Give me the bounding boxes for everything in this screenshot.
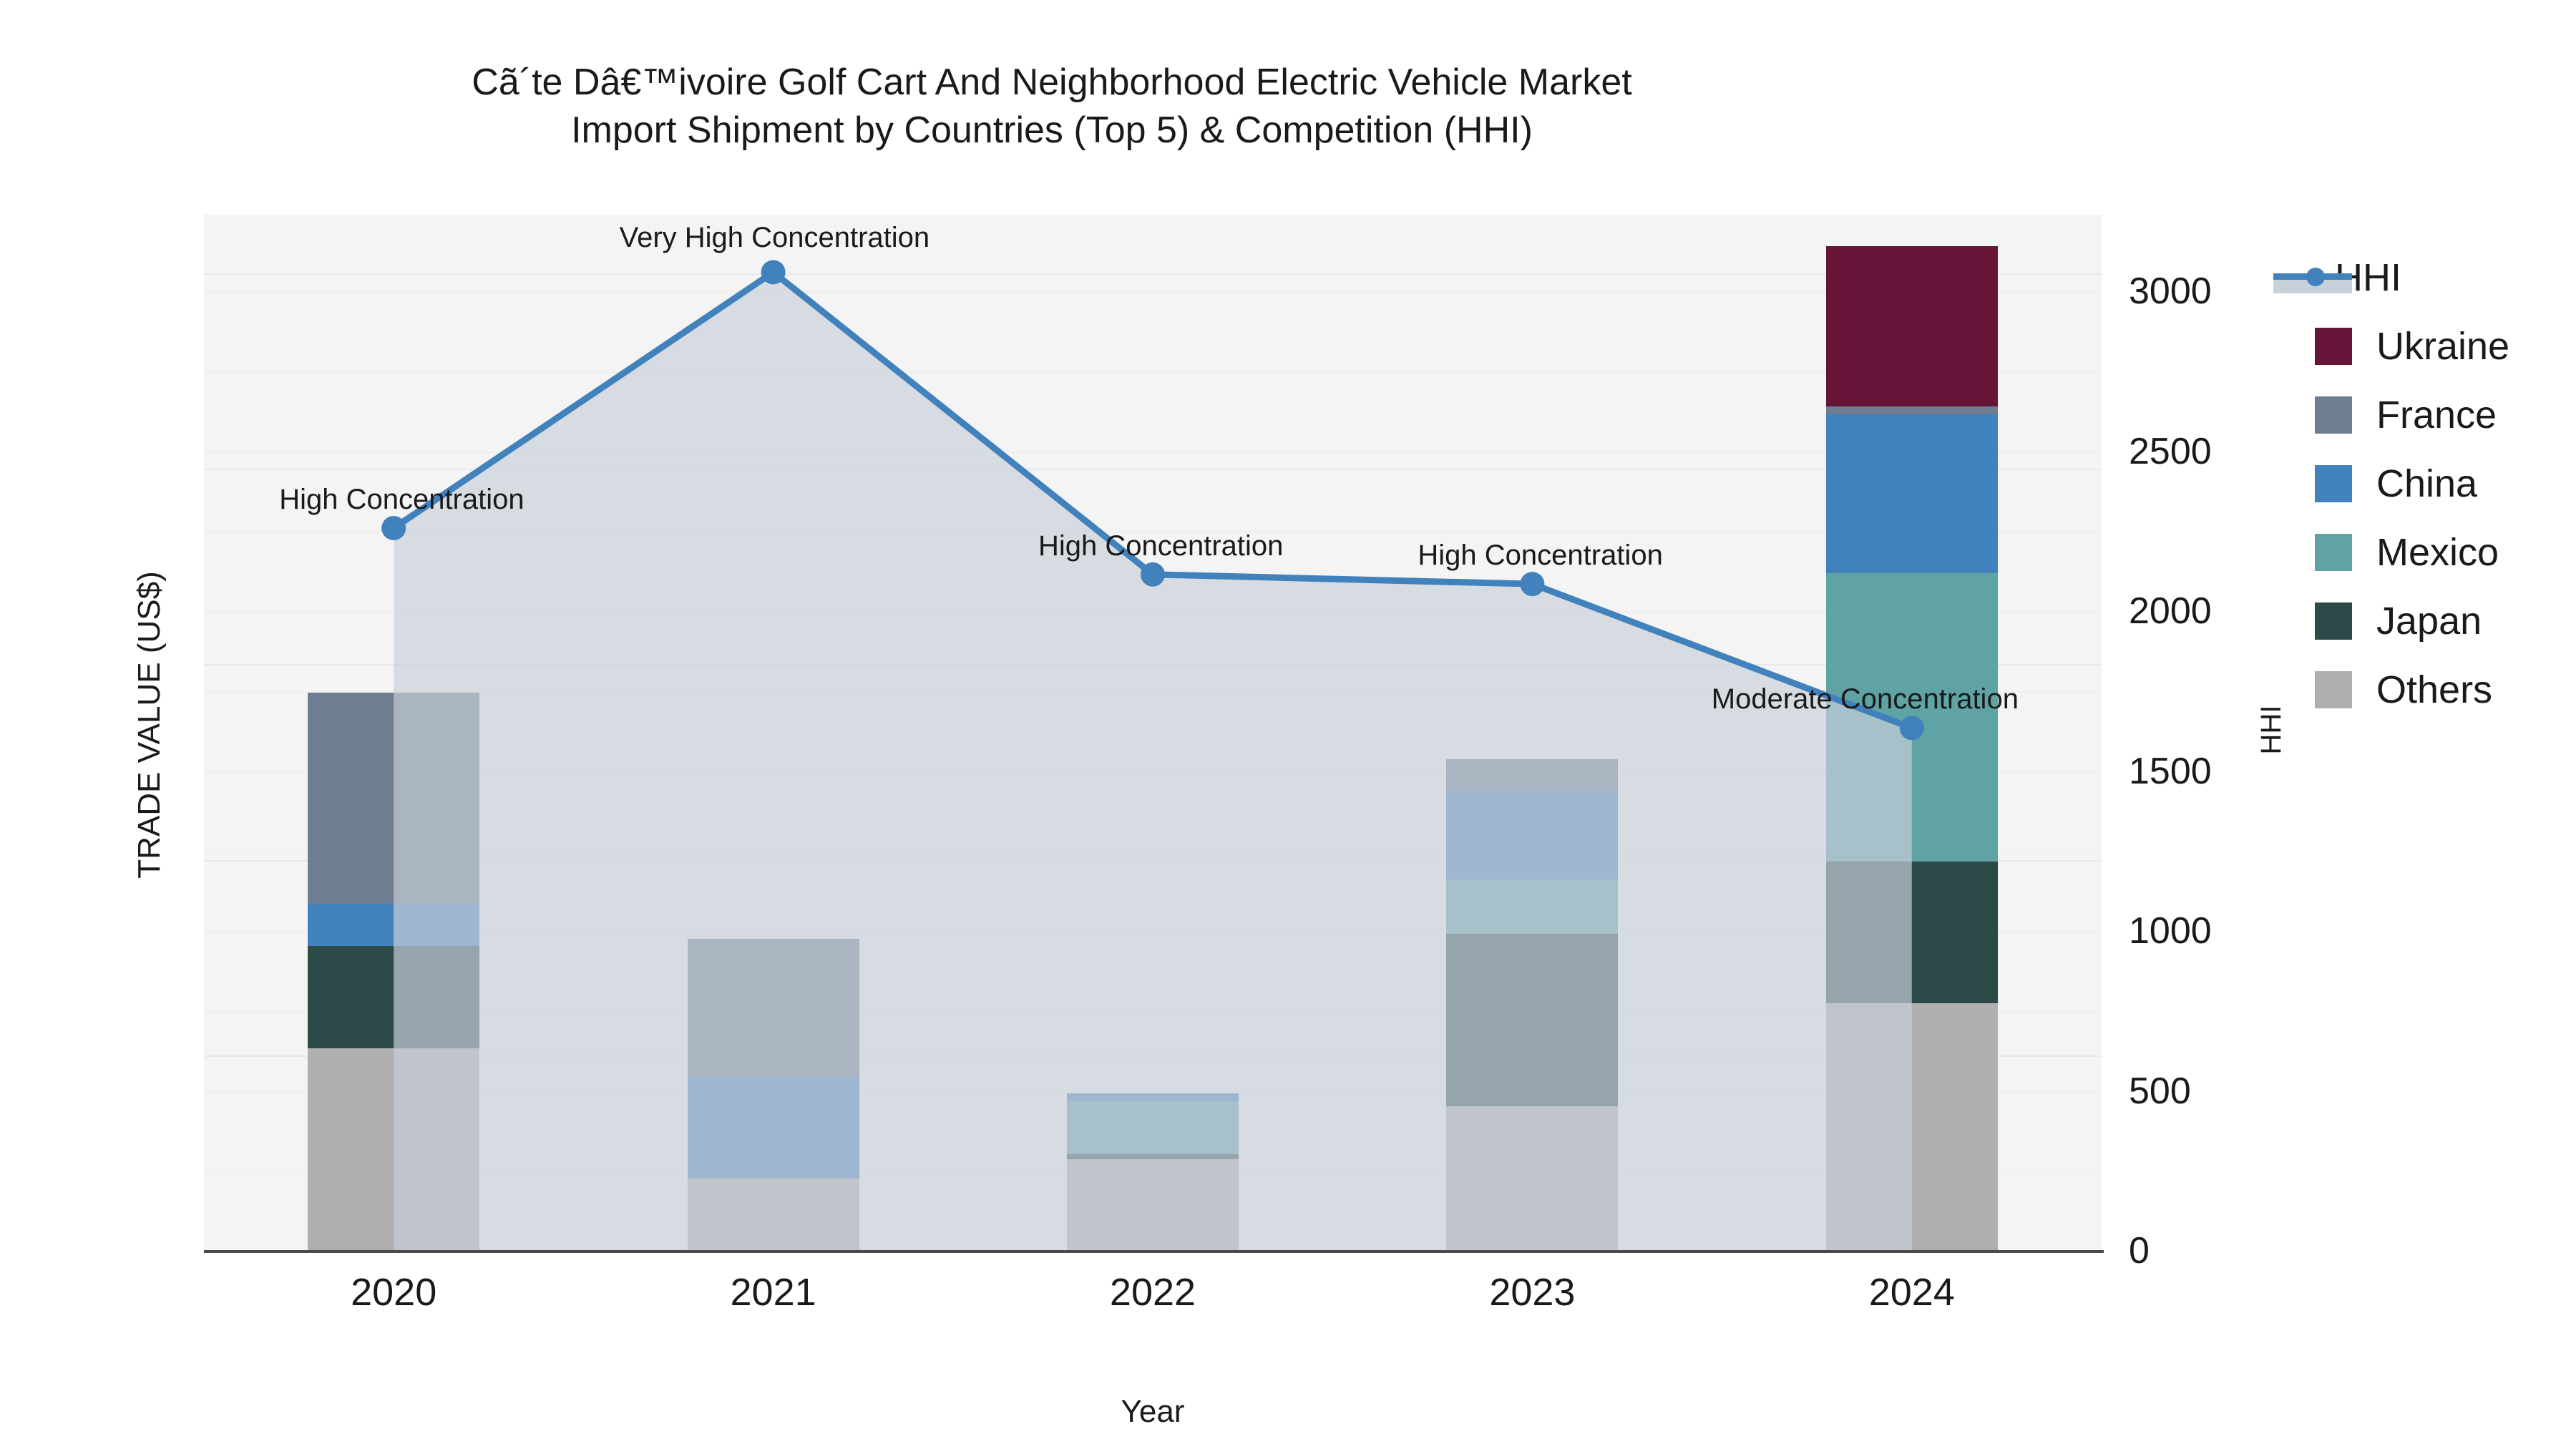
bar-segment-japan-2022: [1067, 1153, 1239, 1159]
hhi-annotation-2024: Moderate Concentration: [1711, 683, 2019, 716]
bar-segment-china-2022: [1067, 1093, 1239, 1101]
x-axis-tick-2020: 2020: [351, 1271, 437, 1314]
legend-line-icon: [2273, 259, 2352, 296]
bar-segment-japan-2024: [1825, 862, 1998, 1004]
x-axis-tick-2024: 2024: [1868, 1271, 1955, 1314]
legend-swatch-mexico: [2315, 534, 2352, 571]
legend: HHI Ukraine France China Mexico Japan Others: [2273, 243, 2572, 724]
y-axis-right-tick-1: 500: [2129, 1070, 2191, 1112]
chart-title: Cã´te Dâ€™ivoire Golf Cart And Neighborh…: [0, 59, 2104, 154]
gridline-left-3: [204, 664, 2102, 666]
bar-segment-france-2023: [1446, 758, 1619, 791]
bar-segment-china-2020: [308, 904, 480, 946]
legend-item-others[interactable]: Others: [2315, 655, 2572, 724]
y-axis-left-label: TRADE VALUE (US$): [131, 570, 167, 879]
bar-segment-others-2022: [1067, 1158, 1239, 1251]
bar-segment-ukraine-2024: [1825, 245, 1998, 406]
x-axis-label: Year: [1121, 1394, 1185, 1429]
bar-segment-china-2021: [687, 1076, 859, 1179]
bar-segment-mexico-2022: [1067, 1101, 1239, 1154]
y-axis-right-tick-0: 0: [2129, 1230, 2150, 1272]
gridline-left-1: [204, 1055, 2102, 1057]
gridline-right-1000: [204, 931, 2102, 933]
legend-label-china: China: [2376, 462, 2478, 505]
bar-segment-others-2020: [308, 1048, 480, 1251]
y-axis-right-tick-6: 3000: [2129, 270, 2212, 313]
hhi-annotation-2022: High Concentration: [1038, 530, 1284, 562]
legend-label-others: Others: [2376, 668, 2493, 711]
bar-segment-mexico-2024: [1825, 573, 1998, 862]
bar-segment-france-2024: [1825, 406, 1998, 414]
gridline-right-1250: [204, 851, 2102, 853]
legend-label-france: France: [2376, 394, 2497, 436]
bar-segment-france-2021: [687, 939, 859, 1077]
legend-label-ukraine: Ukraine: [2376, 325, 2510, 368]
legend-swatch-japan: [2315, 602, 2352, 640]
x-axis-tick-2022: 2022: [1109, 1271, 1196, 1314]
gridline-right-1500: [204, 771, 2102, 773]
legend-label-japan: Japan: [2376, 600, 2482, 643]
gridline-right-750: [204, 1010, 2102, 1013]
gridline-left-2: [204, 859, 2102, 862]
hhi-annotation-2021: Very High Concentration: [619, 222, 930, 254]
bar-segment-china-2023: [1446, 791, 1619, 879]
y-axis-right-tick-2: 1000: [2129, 910, 2212, 952]
bar-segment-others-2023: [1446, 1106, 1619, 1251]
bar-segment-others-2021: [687, 1178, 859, 1251]
gridline-left-4: [204, 469, 2102, 471]
legend-label-mexico: Mexico: [2376, 531, 2499, 574]
y-axis-right-label: HHI: [2255, 705, 2287, 755]
legend-swatch-china: [2315, 465, 2352, 502]
x-axis-tick-2021: 2021: [730, 1271, 816, 1314]
gridline-right-500: [204, 1091, 2102, 1093]
gridline-right-2500: [204, 451, 2102, 453]
legend-item-france[interactable]: France: [2315, 381, 2572, 449]
hhi-annotation-2023: High Concentration: [1418, 540, 1663, 572]
bar-segment-france-2020: [308, 692, 480, 904]
y-axis-right-tick-3: 1500: [2129, 750, 2212, 792]
x-axis-baseline: [204, 1250, 2104, 1253]
bar-segment-japan-2020: [308, 945, 480, 1049]
legend-item-mexico[interactable]: Mexico: [2315, 518, 2572, 587]
bar-segment-china-2024: [1825, 414, 1998, 574]
gridline-left-5: [204, 273, 2102, 275]
chart-title-line-2: Import Shipment by Countries (Top 5) & C…: [571, 109, 1533, 151]
gridline-right-3000: [204, 291, 2102, 293]
legend-swatch-france: [2315, 396, 2352, 434]
gridline-right-2000: [204, 611, 2102, 613]
bar-segment-japan-2023: [1446, 934, 1619, 1106]
legend-item-ukraine[interactable]: Ukraine: [2315, 312, 2572, 381]
gridline-right-2750: [204, 371, 2102, 373]
bar-segment-others-2024: [1825, 1003, 1998, 1251]
y-axis-right-tick-5: 2500: [2129, 430, 2212, 472]
legend-swatch-ukraine: [2315, 328, 2352, 365]
legend-item-hhi[interactable]: HHI: [2273, 243, 2572, 312]
x-axis-tick-2023: 2023: [1489, 1271, 1576, 1314]
hhi-annotation-2020: High Concentration: [279, 483, 525, 515]
legend-item-china[interactable]: China: [2315, 449, 2572, 518]
chart-title-line-1: Cã´te Dâ€™ivoire Golf Cart And Neighborh…: [472, 62, 1632, 103]
y-axis-right-tick-4: 2000: [2129, 590, 2212, 633]
legend-swatch-others: [2315, 671, 2352, 708]
bar-segment-mexico-2023: [1446, 879, 1619, 935]
legend-item-japan[interactable]: Japan: [2315, 587, 2572, 655]
